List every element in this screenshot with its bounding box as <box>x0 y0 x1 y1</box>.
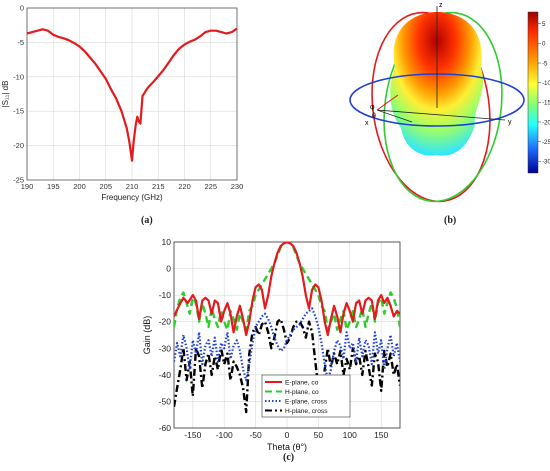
panel-c-gain-chart: -150 -100 -50 0 50 100 150100-10-20-30-40-50-6… <box>142 237 401 452</box>
x-tick-label: 230 <box>231 182 244 191</box>
legend-entry: H-plane, cross <box>285 408 328 415</box>
x-tick-label: 150 <box>374 430 388 440</box>
colorbar-tick-label: -5 <box>542 60 548 67</box>
y-tick-label: -30 <box>159 343 172 353</box>
y-tick-label: -20 <box>13 141 24 150</box>
y-tick-label: 10 <box>162 237 172 247</box>
x-tick-label: 0 <box>285 430 290 440</box>
y-tick-label: -25 <box>13 176 24 185</box>
plot-frame <box>26 7 238 181</box>
y-tick-label: -10 <box>13 72 24 81</box>
y-tick-label: -10 <box>159 290 172 300</box>
y-tick-label: 0 <box>20 4 24 13</box>
x-axis-label: x <box>365 120 369 127</box>
panel-a-s11-chart: 190 195 200 205 210 215 220 225 230 0 -5 -10 -15 -20 -… <box>1 4 243 203</box>
theta-label: θ <box>372 113 376 120</box>
colorbar-tick-label: -30 <box>542 159 550 166</box>
x-axis-label: Theta (θ°) <box>267 442 307 452</box>
y-tick-label: -40 <box>159 370 172 380</box>
y-tick-label: -15 <box>13 107 24 116</box>
legend-entry: E-plane, co <box>285 380 319 387</box>
x-tick-label: 215 <box>152 182 165 191</box>
y-tick-label: -5 <box>17 38 24 47</box>
y-axis-label: Gain (dB) <box>142 316 152 355</box>
phi-vector <box>376 94 399 111</box>
series-line-0 <box>174 242 400 337</box>
h-plane-ring <box>383 11 503 203</box>
colorbar <box>527 11 539 174</box>
y-tick-label: 0 <box>166 264 171 274</box>
colorbar-tick-label: -10 <box>542 80 550 87</box>
x-tick-label: 225 <box>204 182 217 191</box>
x-tick-label: 190 <box>21 182 34 191</box>
y-tick-label: -50 <box>159 396 172 406</box>
y-axis-label: y <box>508 119 512 126</box>
y-tick-label: -20 <box>159 317 172 327</box>
x-tick-label: 220 <box>178 182 191 191</box>
x-axis <box>376 109 413 123</box>
colorbar-tick-label: -15 <box>542 100 550 107</box>
z-axis-label: z <box>439 2 443 9</box>
phi-label: φ <box>370 104 375 111</box>
colorbar-tick-label: -25 <box>542 139 550 146</box>
colorbar-tick-label: 0 <box>542 41 546 48</box>
colorbar-tick-label: 5 <box>542 21 546 28</box>
legend-entry: E-plane, cross <box>285 399 328 406</box>
x-tick-label: 210 <box>126 182 139 191</box>
legend-entry: H-plane, co <box>285 389 319 396</box>
y-axis-label: |S₁₁| dB <box>1 81 10 108</box>
caption-b: (b) <box>444 215 457 226</box>
caption-a: (a) <box>141 215 153 226</box>
colorbar-tick-label: -20 <box>542 119 550 126</box>
x-tick-label: 200 <box>73 182 86 191</box>
y-axis <box>376 109 506 121</box>
x-tick-label: 50 <box>314 430 324 440</box>
x-tick-label: 205 <box>99 182 112 191</box>
panel-b-3d-pattern: z x y φθ 5 0 -5 -10 -15 -20 -25 -30 <box>349 2 550 203</box>
x-tick-label: -150 <box>184 430 201 440</box>
x-tick-label: -100 <box>216 430 233 440</box>
x-tick-label: 100 <box>343 430 357 440</box>
caption-c: (c) <box>283 452 295 463</box>
series-line-2 <box>174 307 400 382</box>
x-axis-label: Frequency (GHz) <box>101 193 163 202</box>
series-line-3 <box>174 317 400 414</box>
e-plane-ring <box>371 11 491 203</box>
x-tick-label: -50 <box>249 430 262 440</box>
y-tick-label: -60 <box>159 423 172 433</box>
x-tick-label: 195 <box>47 182 60 191</box>
s11-curve <box>26 27 238 162</box>
